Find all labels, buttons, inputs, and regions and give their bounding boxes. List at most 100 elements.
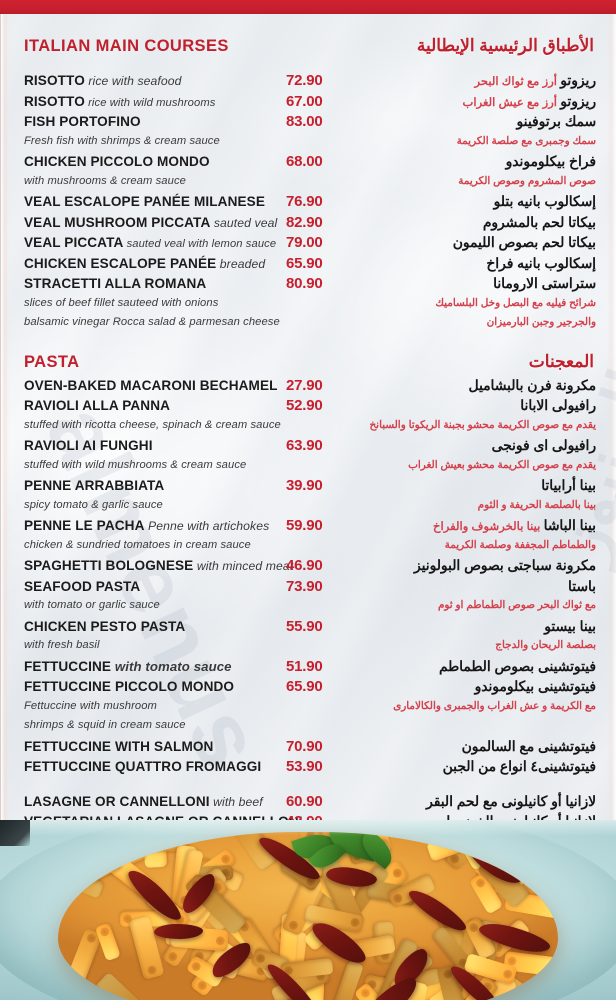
menu-item-description-row: balsamic vinegar Rocca salad & parmesan … — [0, 316, 616, 336]
menu-item-desc-line-ar — [348, 719, 602, 739]
menu-item-row[interactable]: PENNE LE PACHA Penne with artichokes 59.9… — [0, 518, 616, 539]
menu-item-name-en: RAVIOLI AI FUNGHI — [24, 438, 153, 453]
menu-item-name-ar: رافيولى الابانا — [520, 398, 596, 413]
menu-item-desc-line-en: slices of beef fillet sauteed with onion… — [24, 296, 219, 309]
menu-item-row[interactable]: RISOTTO rice with wild mushrooms 67.00 ريز… — [0, 94, 616, 115]
menu-item-row[interactable]: OVEN-BAKED MACARONI BECHAMEL 27.90 مكرونة … — [0, 378, 616, 399]
menu-item-row[interactable]: LASAGNE OR CANNELLONI with beef 60.90 لازا… — [0, 794, 616, 815]
menu-item-price: 68.00 — [286, 153, 323, 170]
menu-item-price: 59.90 — [286, 517, 323, 534]
menu-item-desc-line-ar: سمك وجمبرى مع صلصة الكريمة — [456, 135, 596, 147]
row-spacer — [0, 780, 616, 794]
menu-item-desc-line-ar: مع الكريمة و عش الغراب والجمبرى والكالام… — [393, 700, 596, 712]
menu-item-name-en: PENNE LE PACHA — [24, 518, 145, 533]
menu-item-name-en: RAVIOLI ALLA PANNA — [24, 398, 171, 413]
menu-item-desc-price-spacer — [286, 539, 348, 559]
menu-item-row[interactable]: CHICKEN PESTO PASTA 55.90 بينا بيستو — [0, 619, 616, 640]
menu-item-desc-price-spacer — [286, 459, 348, 479]
section-pasta: PASTA المعجنات OVEN-BAKED MACARONI BECHA… — [0, 336, 616, 835]
menu-item-row[interactable]: FETTUCCINE PICCOLO MONDO 65.90 فيتوتشينى ب… — [0, 679, 616, 700]
menu-item-desc-ar: أرز مع ثواك البحر — [474, 75, 561, 88]
photo-corner-shadow — [0, 820, 30, 846]
menu-item-row[interactable]: STRACETTI ALLA ROMANA 80.90 ستراستى الاروم… — [0, 276, 616, 297]
menu-item-price: 73.90 — [286, 577, 323, 595]
menu-item-right-ar: باستا — [348, 579, 602, 595]
menu-item-name-en: FETTUCCINE WITH SALMON — [24, 738, 214, 754]
menu-item-right-ar: ستراستى الارومانا — [348, 276, 602, 292]
menu-item-left: RAVIOLI AI FUNGHI — [24, 438, 286, 454]
menu-item-desc-price-spacer — [286, 316, 348, 336]
menu-item-desc-line-ar: بينا بالصلصة الحريفة و الثوم — [477, 499, 596, 511]
menu-item-row[interactable]: PENNE ARRABBIATA 39.90 بينا أرابياتا — [0, 478, 616, 499]
menu-item-row[interactable]: FETTUCCINE with tomato sauce 51.90 فيتوتشي… — [0, 659, 616, 680]
menu-content: ITALIAN MAIN COURSES الأطباق الرئيسية ال… — [0, 14, 616, 829]
menu-item-row[interactable]: SPAGHETTI BOLOGNESE with minced meat 46.9… — [0, 558, 616, 579]
menu-item-right-ar: ريزوتو أرز مع عيش الغراب — [348, 94, 602, 110]
menu-item-row[interactable]: RISOTTO rice with seafood 72.90 ريزوتو أرز… — [0, 73, 616, 94]
menu-item-price: 82.90 — [286, 213, 323, 231]
menu-item-row[interactable]: RAVIOLI AI FUNGHI 63.90 رافيولى اى فونجى — [0, 438, 616, 459]
menu-item-description-row: stuffed with wild mushrooms & cream sauc… — [0, 459, 616, 479]
menu-item-left: VEAL PICCATA sauted veal with lemon sauc… — [24, 235, 286, 251]
menu-item-name-en: CHICKEN ESCALOPE PANÉE — [24, 255, 217, 271]
menu-item-row[interactable]: SEAFOOD PASTA 73.90 باستا — [0, 579, 616, 600]
menu-item-price: 72.90 — [286, 72, 323, 89]
menu-item-desc-line-ar: شرائح فيليه مع البصل وخل البلساميك — [435, 297, 596, 309]
menu-item-row[interactable]: VEAL PICCATA sauted veal with lemon sauc… — [0, 235, 616, 256]
menu-item-right-ar: رافيولى اى فونجى — [348, 438, 602, 454]
menu-item-price: 27.90 — [286, 376, 323, 394]
menu-item-name-ar: بينا بيستو — [544, 618, 596, 634]
menu-item-price: 52.90 — [286, 397, 323, 414]
menu-item-left: VEAL ESCALOPE PANÉE MILANESE — [24, 194, 286, 210]
menu-item-left: OVEN-BAKED MACARONI BECHAMEL — [24, 378, 286, 394]
menu-item-right-ar: ريزوتو أرز مع ثواك البحر — [348, 73, 602, 89]
menu-item-row[interactable]: CHICKEN ESCALOPE PANÉE breaded 65.90 إسكال… — [0, 256, 616, 277]
menu-item-name-en: PENNE ARRABBIATA — [24, 478, 165, 493]
menu-item-left: CHICKEN PICCOLO MONDO — [24, 154, 286, 170]
menu-item-name-en: SPAGHETTI BOLOGNESE — [24, 558, 194, 573]
menu-item-name-en: LASAGNE OR CANNELLONI — [24, 793, 210, 809]
menu-item-description-row: with fresh basil بصلصة الريحان والدجاج — [0, 639, 616, 659]
menu-item-row[interactable]: CHICKEN PICCOLO MONDO 68.00 فراخ بيكلوموند… — [0, 154, 616, 175]
section-title-en: ITALIAN MAIN COURSES — [24, 37, 229, 55]
menu-item-left: LASAGNE OR CANNELLONI with beef — [24, 794, 286, 810]
menu-item-right-ar: سمك برتوفينو — [348, 114, 602, 130]
menu-item-row[interactable]: VEAL ESCALOPE PANÉE MILANESE 76.90 إسكالوب… — [0, 194, 616, 215]
menu-item-name-ar: فيتوتشينى٤ انواع من الجبن — [442, 759, 596, 774]
menu-item-desc-price-spacer — [286, 639, 348, 659]
menu-item-right-ar: فيتوتشينى٤ انواع من الجبن — [348, 759, 602, 775]
top-red-bar — [0, 0, 616, 14]
menu-item-desc-line-en: with tomato or garlic sauce — [24, 599, 160, 611]
menu-item-right-ar: بيكاتا لحم بالمشروم — [348, 215, 602, 231]
menu-item-left: PENNE LE PACHA Penne with artichokes — [24, 518, 286, 534]
menu-item-row[interactable]: FISH PORTOFINO 83.00 سمك برتوفينو — [0, 114, 616, 135]
menu-item-desc-line-en: chicken & sundried tomatoes in cream sau… — [24, 538, 251, 551]
menu-item-description-row: stuffed with ricotta cheese, spinach & c… — [0, 419, 616, 439]
menu-item-right-ar: لازانيا أو كانيلونى مع لحم البقر — [348, 794, 602, 810]
menu-item-row[interactable]: RAVIOLI ALLA PANNA 52.90 رافيولى الابانا — [0, 398, 616, 419]
menu-item-desc-en: Penne with artichokes — [144, 519, 270, 533]
menu-item-row[interactable]: FETTUCCINE QUATTRO FROMAGGI 53.90 فيتوتشين… — [0, 759, 616, 780]
menu-rows-pasta: OVEN-BAKED MACARONI BECHAMEL 27.90 مكرونة … — [0, 378, 616, 835]
menu-item-left: CHICKEN ESCALOPE PANÉE breaded — [24, 256, 286, 272]
menu-item-name-ar: بيكاتا لحم بصوص الليمون — [452, 235, 596, 250]
menu-item-name-en: FETTUCCINE — [24, 658, 112, 674]
section-header-pasta: PASTA المعجنات — [0, 336, 616, 372]
menu-item-name-en: STRACETTI ALLA ROMANA — [24, 276, 207, 291]
menu-item-desc-price-spacer — [286, 599, 348, 619]
menu-item-right-ar: فيتوتشينى بيكلوموندو — [348, 679, 602, 695]
menu-item-desc-price-spacer — [286, 499, 348, 519]
menu-item-right-ar: رافيولى الابانا — [348, 398, 602, 414]
menu-item-name-en: CHICKEN PICCOLO MONDO — [24, 154, 210, 169]
menu-item-name-en: RISOTTO — [24, 73, 85, 88]
menu-item-name-ar: بينا الباشا — [543, 518, 596, 533]
menu-item-price: 70.90 — [286, 737, 323, 755]
menu-item-desc-en: rice with seafood — [84, 74, 182, 88]
menu-item-right-ar: مكرونة فرن بالبشاميل — [348, 378, 602, 394]
menu-item-name-en: FETTUCCINE PICCOLO MONDO — [24, 679, 235, 694]
menu-item-desc-ar: أرز مع عيش الغراب — [462, 95, 561, 109]
menu-item-name-en: SEAFOOD PASTA — [24, 578, 141, 594]
menu-item-row[interactable]: FETTUCCINE WITH SALMON 70.90 فيتوتشينى مع … — [0, 739, 616, 760]
menu-item-row[interactable]: VEAL MUSHROOM PICCATA sauted veal 82.90 بي… — [0, 215, 616, 236]
